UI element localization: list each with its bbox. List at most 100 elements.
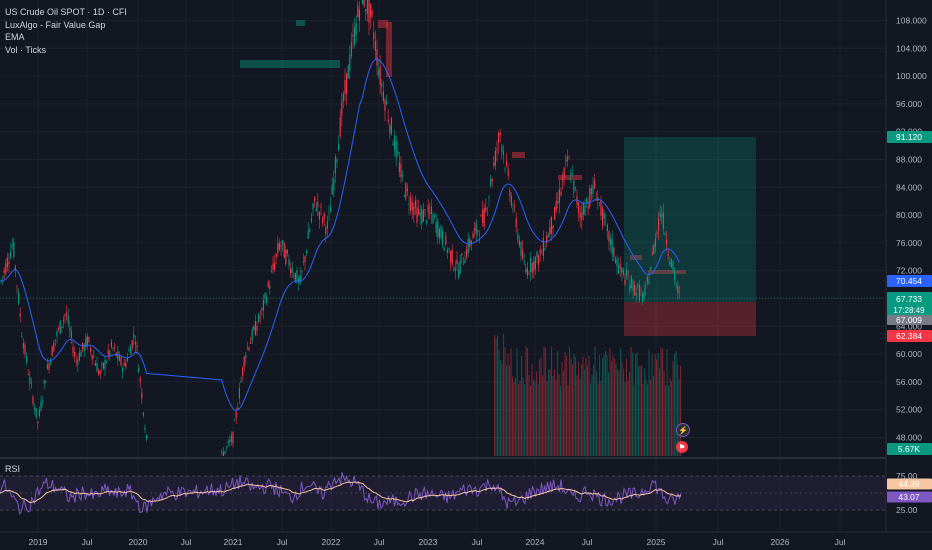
time-tick: Jul [374, 537, 385, 547]
volume-bar [516, 348, 518, 456]
volume-bar [534, 381, 536, 456]
volume-bar [657, 353, 659, 456]
volume-badge-text: 5.67K [898, 444, 921, 454]
fvg-box [512, 152, 525, 158]
volume-bar [581, 364, 583, 456]
volume-bar [620, 348, 622, 456]
flag-icon[interactable]: ⚑ [676, 441, 688, 453]
time-tick: 2022 [322, 537, 341, 547]
fvg-box [240, 60, 340, 68]
volume-bar [591, 374, 593, 456]
volume-bar [573, 354, 575, 456]
loss-zone [624, 302, 756, 336]
volume-bar [501, 363, 503, 456]
indicator-fvg[interactable]: LuxAlgo - Fair Value Gap [5, 19, 106, 30]
volume-bar [512, 376, 514, 456]
indicator-ema[interactable]: EMA [5, 32, 25, 42]
volume-bar [570, 358, 572, 456]
volume-bar [608, 372, 610, 456]
volume-bar [572, 364, 574, 456]
volume-bar [560, 385, 562, 456]
profit-zone [624, 137, 756, 302]
volume-bar [629, 372, 631, 456]
target-badge [887, 131, 932, 143]
time-tick: Jul [82, 537, 93, 547]
volume-bar [507, 353, 509, 456]
volume-bar [624, 382, 626, 456]
volume-bar [504, 347, 506, 456]
volume-bar [621, 361, 623, 456]
volume-bar [645, 379, 647, 456]
rsi-tick-75: 75.00 [896, 471, 918, 481]
volume-bar [636, 352, 638, 456]
svg-text:67.733: 67.733 [896, 294, 922, 304]
volume-bar [563, 370, 565, 456]
volume-bar [597, 383, 599, 456]
volume-bar [557, 350, 559, 456]
volume-bar [585, 358, 587, 456]
fvg-box [296, 20, 305, 26]
volume-bar [668, 385, 670, 456]
fair-value-gaps [240, 20, 686, 274]
volume-bar [618, 370, 620, 456]
volume-bar [669, 378, 671, 456]
time-tick: 2025 [647, 537, 666, 547]
rsi-ma-line [0, 481, 682, 504]
volume-bar [549, 369, 551, 456]
volume-bar [648, 349, 650, 456]
volume-bar [530, 385, 532, 456]
volume-bar [576, 375, 578, 456]
time-axis-labels: 2019 Jul 2020 Jul 2021 Jul 2022 Jul 2023 Jul 2024 J… [29, 537, 846, 547]
volume-bar [671, 381, 673, 456]
volume-bar [680, 365, 682, 456]
volume-bar [596, 370, 598, 456]
volume-bar [606, 354, 608, 456]
volume-bar [531, 364, 533, 456]
volume-bar [650, 379, 652, 456]
lightning-icon[interactable]: ⚡ [676, 423, 690, 437]
volume-bar [567, 385, 569, 456]
volume-badge [887, 443, 932, 455]
volume-bar [551, 346, 553, 456]
grid [0, 0, 886, 532]
volume-bars [494, 333, 682, 456]
time-tick: 2020 [129, 537, 148, 547]
symbol-title[interactable]: US Crude Oil SPOT · 1D · CFI [5, 7, 127, 17]
time-tick: 2021 [224, 537, 243, 547]
volume-bar [503, 333, 505, 456]
indicator-volume[interactable]: Vol · Ticks [5, 44, 47, 55]
volume-bar [578, 361, 580, 456]
rsi-badge-text: 43.07 [898, 492, 920, 502]
volume-bar [612, 355, 614, 456]
volume-bar [564, 352, 566, 456]
rsi-label: RSI [5, 464, 20, 474]
volume-bar [522, 376, 524, 456]
volume-bar [665, 384, 667, 456]
volume-bar [506, 365, 508, 456]
time-tick: Jul [472, 537, 483, 547]
volume-bar [614, 358, 616, 456]
time-tick: 2024 [526, 537, 545, 547]
volume-bar [600, 380, 602, 456]
volume-bar [555, 379, 557, 456]
long-position-tool[interactable] [624, 137, 756, 336]
price-tick: 60.000 [896, 349, 922, 359]
volume-bar [660, 347, 662, 456]
volume-bar [548, 369, 550, 456]
volume-bar [663, 370, 665, 456]
stop-badge [887, 330, 932, 342]
volume-bar [638, 366, 640, 456]
volume-bar [666, 349, 668, 456]
fvg-box [630, 255, 642, 260]
rsi-pane [0, 472, 886, 515]
entry-badge [887, 315, 932, 325]
svg-text:17:28:49: 17:28:49 [893, 306, 925, 315]
candles [0, 0, 680, 456]
volume-bar [582, 356, 584, 456]
time-tick: Jul [181, 537, 192, 547]
fvg-box [378, 20, 388, 28]
volume-bar [587, 365, 589, 456]
volume-bar [509, 365, 511, 456]
